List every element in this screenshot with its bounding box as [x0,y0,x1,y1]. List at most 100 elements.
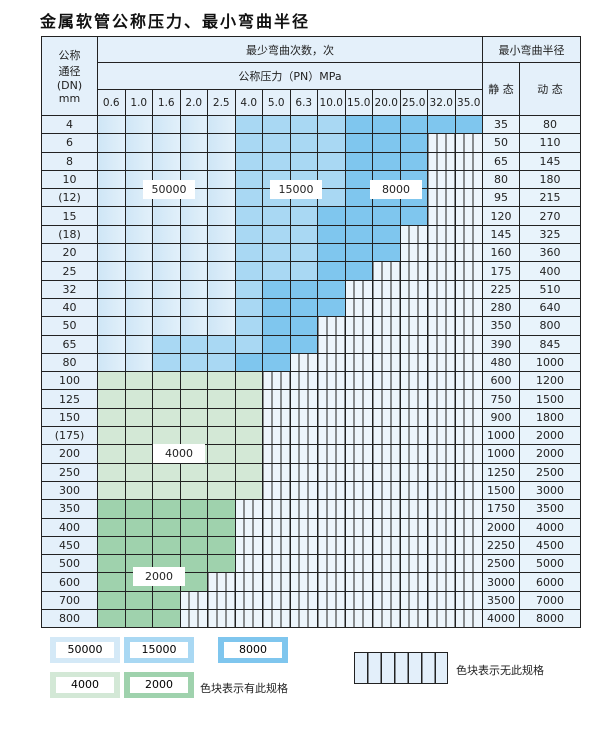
spec-available-cell [179,133,208,153]
spec-unavailable-cell [454,261,483,281]
spec-unavailable-cell [289,352,318,373]
spec-unavailable-cell [372,297,401,318]
dn-cell: 300 [41,480,98,501]
spec-available-cell [152,407,181,428]
spec-unavailable-cell [372,279,401,299]
table-row: 15 120 270 [41,206,581,226]
pressure-column-header: 20.0 [372,89,401,116]
spec-unavailable-cell [372,572,401,592]
spec-unavailable-cell [317,371,346,391]
spec-unavailable-cell [372,444,401,464]
spec-available-cell [207,169,236,190]
spec-available-cell [234,169,263,190]
spec-unavailable-cell [372,407,401,428]
spec-unavailable-cell [344,480,373,501]
dn-cell: 450 [41,535,98,556]
spec-unavailable-cell [372,554,401,574]
spec-available-cell [124,444,153,464]
spec-available-cell [124,609,153,629]
spec-unavailable-cell [317,389,346,409]
spec-available-cell [262,151,291,171]
pressure-column-header: 2.5 [207,89,236,116]
spec-available-cell [207,133,236,153]
spec-available-cell [152,279,181,299]
dynamic-radius-cell: 400 [519,261,581,281]
spec-available-cell [124,224,153,245]
spec-available-cell [399,114,428,135]
dynamic-radius-cell: 180 [519,169,581,190]
spec-unavailable-cell [317,462,346,482]
spec-unavailable-cell [399,261,428,281]
region-label-4000: 4000 [153,444,205,463]
legend-label: 15000 [130,642,188,658]
static-radius-cell: 750 [482,389,520,409]
spec-unavailable-cell [427,444,456,464]
spec-unavailable-cell [427,572,456,592]
static-radius-cell: 480 [482,352,520,373]
spec-unavailable-cell [454,480,483,501]
spec-unavailable-cell [317,334,346,354]
legend-label: 50000 [56,642,114,658]
spec-available-cell [207,243,236,263]
spec-available-cell [289,334,318,354]
spec-available-cell [234,279,263,299]
spec-unavailable-cell [262,499,291,519]
spec-available-cell [124,480,153,501]
spec-unavailable-cell [372,535,401,556]
spec-unavailable-cell [262,535,291,556]
dynamic-radius-cell: 2000 [519,444,581,464]
spec-available-cell [234,334,263,354]
spec-available-cell [344,261,373,281]
dn-cell: 200 [41,444,98,464]
spec-available-cell [152,352,181,373]
region-label-8000: 8000 [370,180,422,199]
dn-cell: 700 [41,590,98,611]
spec-available-cell [207,480,236,501]
spec-available-cell [317,114,346,135]
spec-available-cell [399,151,428,171]
spec-available-cell [124,517,153,537]
dn-cell: 350 [41,499,98,519]
static-radius-cell: 80 [482,169,520,190]
spec-unavailable-cell [179,590,208,611]
spec-available-cell [207,371,236,391]
spec-unavailable-cell [454,169,483,190]
table-row: 50 350 800 [41,316,581,336]
spec-unavailable-cell [289,480,318,501]
spec-available-cell [97,243,126,263]
spec-available-cell [97,389,126,409]
spec-unavailable-cell [344,499,373,519]
dynamic-radius-cell: 510 [519,279,581,299]
dn-cell: 15 [41,206,98,226]
spec-unavailable-cell [262,554,291,574]
radius-header: 最小弯曲半径 [482,36,581,63]
has-spec-note: 色块表示有此规格 [200,682,288,695]
spec-available-cell [234,389,263,409]
spec-unavailable-cell [289,444,318,464]
spec-unavailable-cell [427,371,456,391]
spec-available-cell [207,114,236,135]
spec-available-cell [289,316,318,336]
table-row: 300 1500 3000 [41,480,581,501]
spec-available-cell [124,426,153,446]
spec-available-cell [207,352,236,373]
spec-unavailable-cell [372,334,401,354]
spec-available-cell [207,389,236,409]
table-row: 6 50 110 [41,133,581,153]
static-radius-cell: 1000 [482,426,520,446]
spec-unavailable-cell [317,554,346,574]
table-row: 32 225 510 [41,279,581,299]
spec-unavailable-cell [234,590,263,611]
static-radius-cell: 600 [482,371,520,391]
spec-available-cell [234,371,263,391]
spec-unavailable-cell [399,426,428,446]
spec-available-cell [179,261,208,281]
spec-available-cell [262,243,291,263]
spec-available-cell [344,151,373,171]
spec-available-cell [262,352,291,373]
spec-available-cell [152,261,181,281]
spec-unavailable-cell [289,499,318,519]
static-radius-cell: 145 [482,224,520,245]
spec-unavailable-cell [317,535,346,556]
spec-available-cell [262,133,291,153]
